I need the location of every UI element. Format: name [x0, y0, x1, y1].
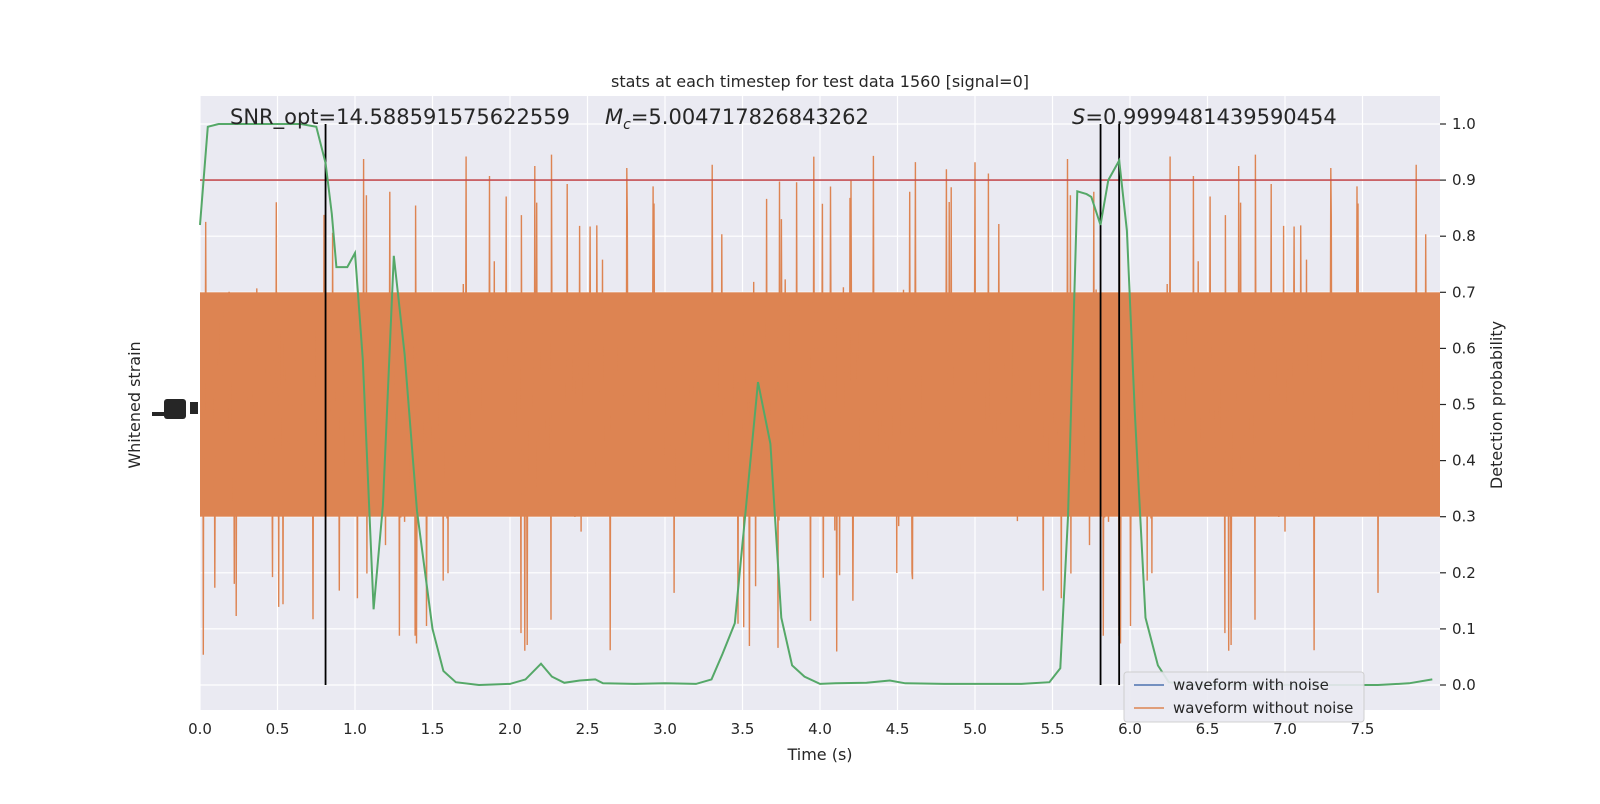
x-tick-label: 0.5 [266, 720, 290, 738]
x-tick-label: 6.0 [1118, 720, 1142, 738]
y-tick-label: 0.3 [1452, 508, 1476, 526]
legend: waveform with noise waveform without noi… [1123, 671, 1365, 723]
noise-trace [200, 154, 1440, 655]
x-tick-label: 1.5 [421, 720, 445, 738]
annotation-snr: SNR_opt=14.588591575622559 [230, 105, 570, 130]
x-tick-label: 2.5 [576, 720, 600, 738]
axis-ticks: 0.0 0.5 1.0 1.5 2.0 2.5 3.0 3.5 4.0 4.5 5.0 5.5 6.0 6… [188, 115, 1476, 738]
x-tick-label: 4.0 [808, 720, 832, 738]
x-tick-label: 3.0 [653, 720, 677, 738]
annotation-chirp-mass: Mc=5.004717826843262 [605, 105, 869, 133]
x-tick-label: 7.0 [1273, 720, 1297, 738]
s-symbol: S [1072, 105, 1085, 129]
x-axis-label: Time (s) [786, 745, 852, 764]
y-tick-label: 0.5 [1452, 396, 1476, 414]
x-tick-label: 4.5 [886, 720, 910, 738]
legend-label-without-noise: waveform without noise [1173, 699, 1353, 717]
y-axis-label-left: Whitened strain [125, 341, 144, 468]
mc-value: =5.004717826843262 [631, 105, 869, 129]
vertical-markers [324, 124, 1121, 685]
y-tick-label: 0.2 [1452, 564, 1476, 582]
x-tick-label: 2.0 [498, 720, 522, 738]
y-tick-label: 0.7 [1452, 283, 1476, 301]
x-tick-label: 1.0 [343, 720, 367, 738]
x-tick-label: 5.5 [1041, 720, 1065, 738]
y-tick-label: 0.1 [1452, 620, 1476, 638]
series-waveform-without-noise [200, 154, 1440, 655]
mc-subscript: c [623, 117, 631, 133]
x-tick-label: 5.0 [963, 720, 987, 738]
y-axis-label-right: Detection probability [1487, 321, 1506, 489]
mc-symbol: M [605, 105, 623, 129]
left-axis-ticks-collapsed [152, 399, 198, 419]
y-tick-label: 0.0 [1452, 676, 1476, 694]
x-tick-label: 0.0 [188, 720, 212, 738]
y-tick-label: 0.6 [1452, 339, 1476, 357]
annotation-score: S=0.9999481439590454 [1072, 105, 1337, 129]
chart-title: stats at each timestep for test data 156… [611, 72, 1029, 91]
y-tick-label: 0.8 [1452, 227, 1476, 245]
x-tick-label: 6.5 [1196, 720, 1220, 738]
y-tick-label: 1.0 [1452, 115, 1476, 133]
series-detection-probability [199, 123, 1433, 687]
y-tick-label: 0.9 [1452, 171, 1476, 189]
x-tick-label: 7.5 [1351, 720, 1375, 738]
x-tick-label: 3.5 [731, 720, 755, 738]
y-tick-label: 0.4 [1452, 452, 1476, 470]
s-value: =0.9999481439590454 [1085, 105, 1336, 129]
legend-label-with-noise: waveform with noise [1173, 676, 1329, 694]
probability-line [199, 123, 1433, 687]
